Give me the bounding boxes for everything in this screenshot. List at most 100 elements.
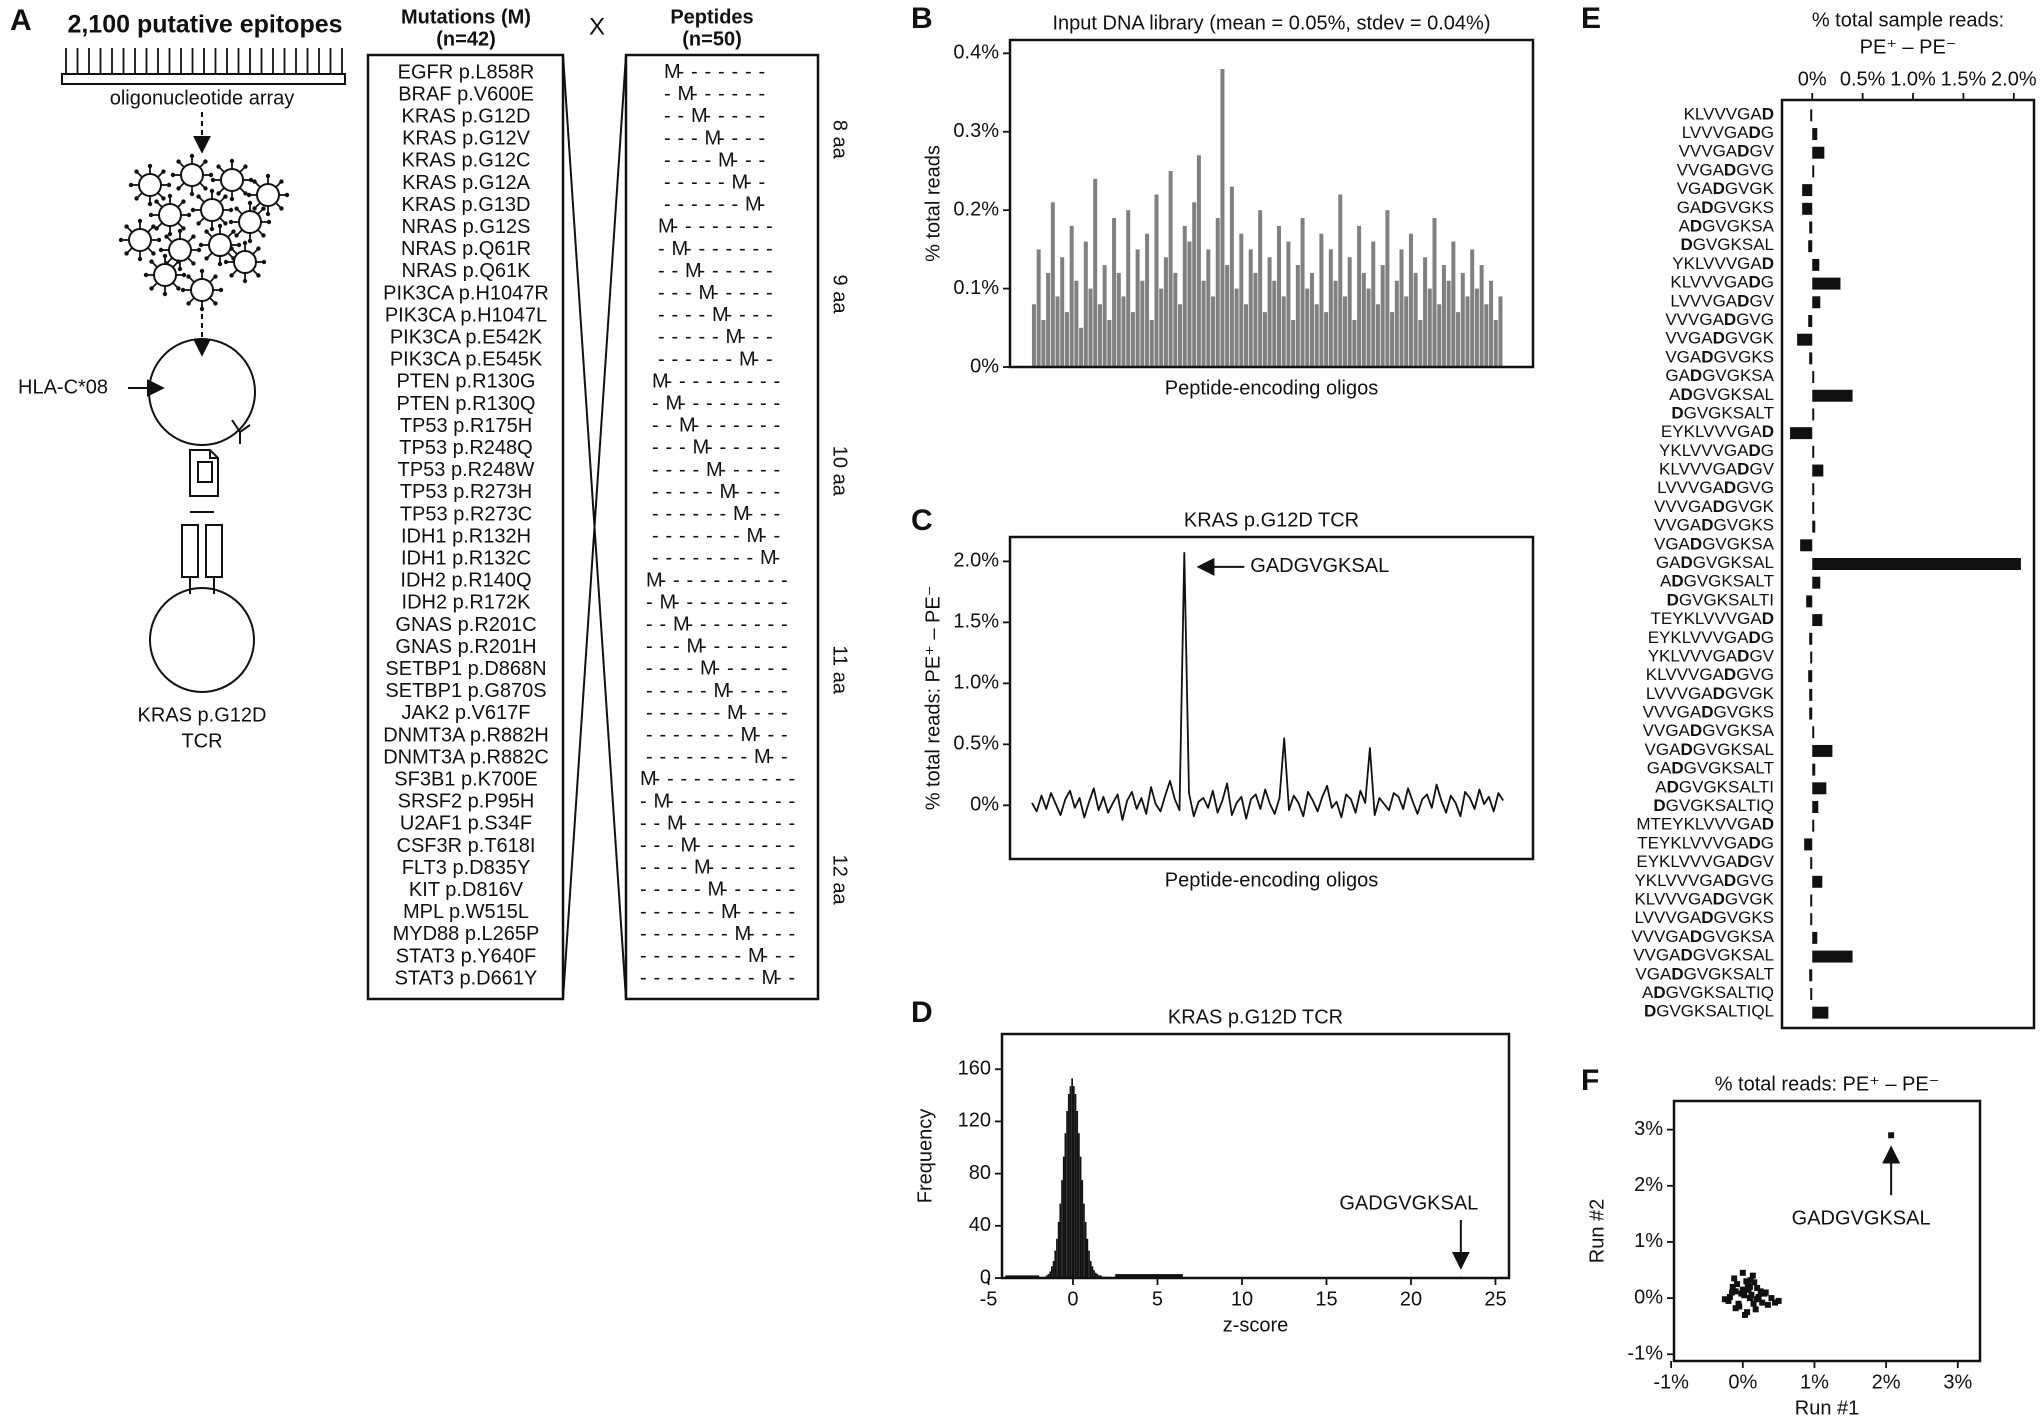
peptide-char: - [754, 680, 761, 702]
virus-spike-tip [261, 233, 266, 238]
virus-spike-tip [265, 173, 271, 179]
peptide-char: - [666, 437, 673, 459]
category-label: VGADGVGKS [1665, 348, 1774, 367]
bar [1812, 819, 1815, 832]
point [1746, 1295, 1753, 1302]
residue: GV [1749, 292, 1774, 311]
peptide-char: - [654, 967, 661, 989]
bar [1055, 296, 1060, 367]
peptide-char: - [774, 437, 781, 459]
virus-spike-tip [248, 177, 254, 183]
peptide-char: - [679, 503, 686, 525]
peptide-char: - [768, 636, 775, 658]
histogram-bar [1054, 1250, 1057, 1278]
residue: LVVVGA [1682, 124, 1749, 143]
peptide-char: - [646, 680, 653, 702]
peptide-char: - [705, 172, 712, 194]
residue: D [1680, 236, 1692, 255]
bar [1328, 249, 1333, 367]
mutation: IDH2 p.R172K [402, 592, 532, 614]
category-label: DGVGKSAL [1680, 236, 1774, 255]
peptide: - M- - - - - - - [658, 238, 773, 260]
residue: D [1667, 778, 1679, 797]
peptide-char: - [720, 547, 727, 569]
residue: D [1737, 853, 1749, 872]
peptide-char: - [733, 481, 740, 503]
residue: GVGKSALTIQ [1666, 983, 1774, 1002]
virus-spike-tip [213, 274, 218, 279]
peptide: - - - - - - - M- - [652, 525, 780, 547]
peptide-char: - [667, 857, 674, 879]
residue: VGA [1677, 180, 1714, 199]
bar [1812, 763, 1816, 776]
bar [1272, 280, 1277, 367]
virus-spike-tip [261, 259, 267, 265]
virus-spike-tip [149, 259, 154, 264]
category-label: LVVVGADGVGKS [1634, 909, 1774, 928]
cross-symbol: X [589, 13, 605, 40]
virus-spike-tip [218, 287, 224, 293]
residue: GVGKSAL [1693, 236, 1774, 255]
peptide-char: - [694, 923, 701, 945]
category-label: VVVGADGV [1679, 142, 1775, 161]
virus-spike-tip [229, 273, 234, 278]
bar [1800, 539, 1813, 552]
peptide-char: - [781, 570, 788, 592]
histogram-bar [1083, 1203, 1085, 1278]
bar [1116, 272, 1121, 367]
peptide-char: - [658, 349, 665, 371]
histogram-bar [1056, 1238, 1058, 1278]
mutation: PTEN p.R130Q [397, 393, 536, 415]
histogram-bar [1071, 1078, 1073, 1278]
peptide: M- - - - - - - - - [652, 371, 780, 393]
bar [1385, 210, 1390, 367]
x-axis-label: z-score [1223, 1314, 1289, 1336]
virus-spike-tip [216, 191, 221, 196]
peptide-char: M [706, 459, 723, 481]
peptide-char: - [748, 879, 755, 901]
virus-spike-tip [149, 286, 154, 291]
bar [1809, 688, 1813, 701]
histogram-bar [1057, 1221, 1060, 1278]
residue: GVGKSAL [1693, 946, 1774, 965]
peptide: - - - - - M- - [664, 172, 765, 194]
virus-spike-tip [243, 191, 248, 196]
category-label: GADGVGKSA [1665, 367, 1774, 386]
peptide-char: - [667, 791, 674, 813]
bar [1366, 288, 1371, 367]
virus-spike-tip [190, 207, 196, 213]
category-label: KLVVVGADGV [1659, 460, 1775, 479]
residue: VGA [1665, 348, 1702, 367]
virus [190, 278, 214, 302]
residue: GVGKSALTIQ [1666, 797, 1774, 816]
y-tick-label: 0% [1634, 1286, 1663, 1308]
residue: GVG [1736, 479, 1774, 498]
peptide-char: - [664, 83, 671, 105]
peptide-char: M [735, 923, 752, 945]
virus [233, 250, 257, 274]
peptide-char: - [708, 857, 715, 879]
peptide-char: - [640, 835, 647, 857]
residue: GVGKSA [1702, 217, 1774, 236]
category-label: GADGVGKSALT [1647, 759, 1774, 778]
peptide-char: - [691, 61, 698, 83]
peptide-char: - [720, 459, 727, 481]
peptide-char: - [693, 481, 700, 503]
category-label: MTEYKLVVVGAD [1636, 815, 1774, 834]
peptide: - - - - - - - - M- - [646, 746, 788, 768]
peptide-char: - [775, 813, 782, 835]
series-line [1031, 552, 1504, 821]
bar [1286, 241, 1291, 367]
virus-spike-tip [284, 192, 290, 198]
bar [1036, 249, 1041, 367]
histogram-bar [1005, 1275, 1040, 1278]
peptide-char: M [666, 393, 683, 415]
virus-spike-tip [231, 229, 236, 234]
category-label: LVVVGADGV [1670, 292, 1774, 311]
peptide: - M- - - - - - - - - - [640, 791, 795, 813]
bar [1810, 109, 1813, 122]
histogram-bar [1067, 1094, 1070, 1278]
residue: D [1762, 105, 1774, 124]
category-label: TEYKLVVVGADG [1637, 834, 1774, 853]
peptide: - - - - - - M- - - - - [640, 901, 795, 923]
